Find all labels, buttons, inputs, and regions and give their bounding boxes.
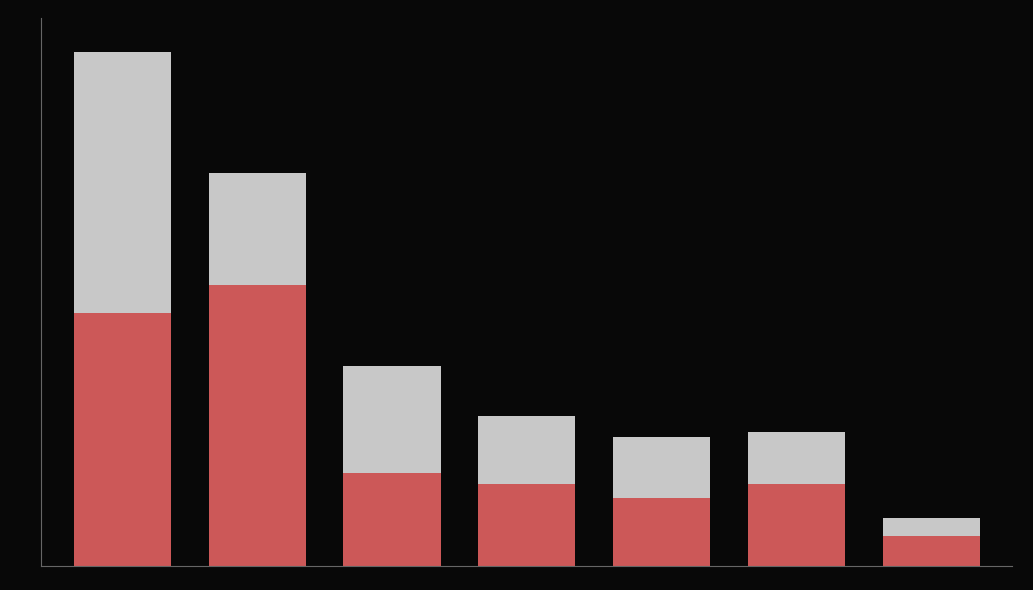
Bar <box>343 366 440 473</box>
Bar <box>614 437 711 498</box>
Bar <box>209 285 306 566</box>
Bar <box>883 536 980 566</box>
Bar <box>209 173 306 285</box>
Bar <box>73 52 170 313</box>
Bar <box>478 415 575 484</box>
Bar <box>478 484 575 566</box>
Bar <box>343 473 440 566</box>
Bar <box>883 519 980 536</box>
Bar <box>748 432 845 484</box>
Bar <box>748 484 845 566</box>
Bar <box>73 313 170 566</box>
Bar <box>614 498 711 566</box>
